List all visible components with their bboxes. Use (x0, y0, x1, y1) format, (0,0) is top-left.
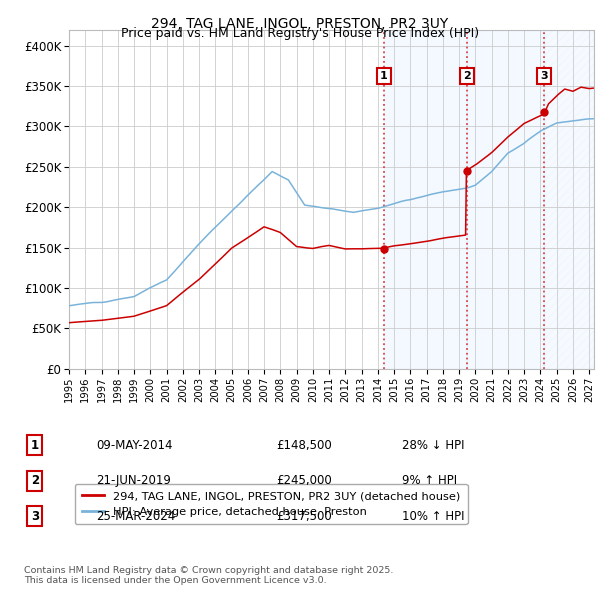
Text: 28% ↓ HPI: 28% ↓ HPI (402, 439, 464, 452)
Text: Price paid vs. HM Land Registry's House Price Index (HPI): Price paid vs. HM Land Registry's House … (121, 27, 479, 40)
Text: 3: 3 (31, 510, 39, 523)
Text: £317,500: £317,500 (276, 510, 332, 523)
Text: 3: 3 (540, 71, 548, 81)
Bar (383, 30, 467, 369)
Bar (467, 30, 544, 369)
Text: Contains HM Land Registry data © Crown copyright and database right 2025.
This d: Contains HM Land Registry data © Crown c… (24, 566, 394, 585)
Text: 21-JUN-2019: 21-JUN-2019 (96, 474, 171, 487)
Text: 10% ↑ HPI: 10% ↑ HPI (402, 510, 464, 523)
Text: £148,500: £148,500 (276, 439, 332, 452)
Text: 1: 1 (380, 71, 388, 81)
Text: 294, TAG LANE, INGOL, PRESTON, PR2 3UY: 294, TAG LANE, INGOL, PRESTON, PR2 3UY (151, 17, 449, 31)
Text: £245,000: £245,000 (276, 474, 332, 487)
Text: 9% ↑ HPI: 9% ↑ HPI (402, 474, 457, 487)
Text: 2: 2 (463, 71, 470, 81)
Bar (544, 30, 594, 369)
Text: 2: 2 (31, 474, 39, 487)
Text: 09-MAY-2014: 09-MAY-2014 (96, 439, 173, 452)
Text: 1: 1 (31, 439, 39, 452)
Legend: 294, TAG LANE, INGOL, PRESTON, PR2 3UY (detached house), HPI: Average price, det: 294, TAG LANE, INGOL, PRESTON, PR2 3UY (… (74, 484, 467, 524)
Text: 25-MAR-2024: 25-MAR-2024 (96, 510, 175, 523)
